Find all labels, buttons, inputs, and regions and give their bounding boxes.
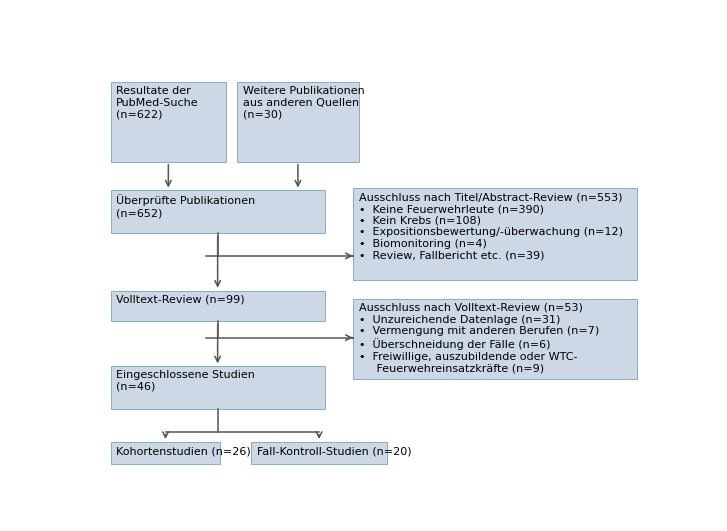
Text: Volltext-Review (n=99): Volltext-Review (n=99) — [116, 295, 245, 305]
FancyBboxPatch shape — [237, 82, 358, 162]
FancyBboxPatch shape — [252, 442, 387, 465]
Text: Kohortenstudien (n=26): Kohortenstudien (n=26) — [116, 446, 251, 456]
Text: Ausschluss nach Volltext-Review (n=53)
•  Unzureichende Datenlage (n=31)
•  Verm: Ausschluss nach Volltext-Review (n=53) •… — [358, 303, 599, 373]
FancyBboxPatch shape — [111, 290, 325, 321]
FancyBboxPatch shape — [353, 189, 638, 280]
Text: Resultate der
PubMed-Suche
(n=622): Resultate der PubMed-Suche (n=622) — [116, 86, 199, 119]
Text: Überprüfte Publikationen
(n=652): Überprüfte Publikationen (n=652) — [116, 194, 255, 218]
FancyBboxPatch shape — [111, 191, 325, 234]
Text: Eingeschlossene Studien
(n=46): Eingeschlossene Studien (n=46) — [116, 371, 255, 392]
FancyBboxPatch shape — [111, 82, 226, 162]
FancyBboxPatch shape — [111, 366, 325, 409]
Text: Weitere Publikationen
aus anderen Quellen
(n=30): Weitere Publikationen aus anderen Quelle… — [243, 86, 365, 119]
FancyBboxPatch shape — [353, 299, 638, 379]
FancyBboxPatch shape — [111, 442, 220, 465]
Text: Ausschluss nach Titel/Abstract-Review (n=553)
•  Keine Feuerwehrleute (n=390)
• : Ausschluss nach Titel/Abstract-Review (n… — [358, 193, 622, 261]
Text: Fall-Kontroll-Studien (n=20): Fall-Kontroll-Studien (n=20) — [257, 446, 411, 456]
